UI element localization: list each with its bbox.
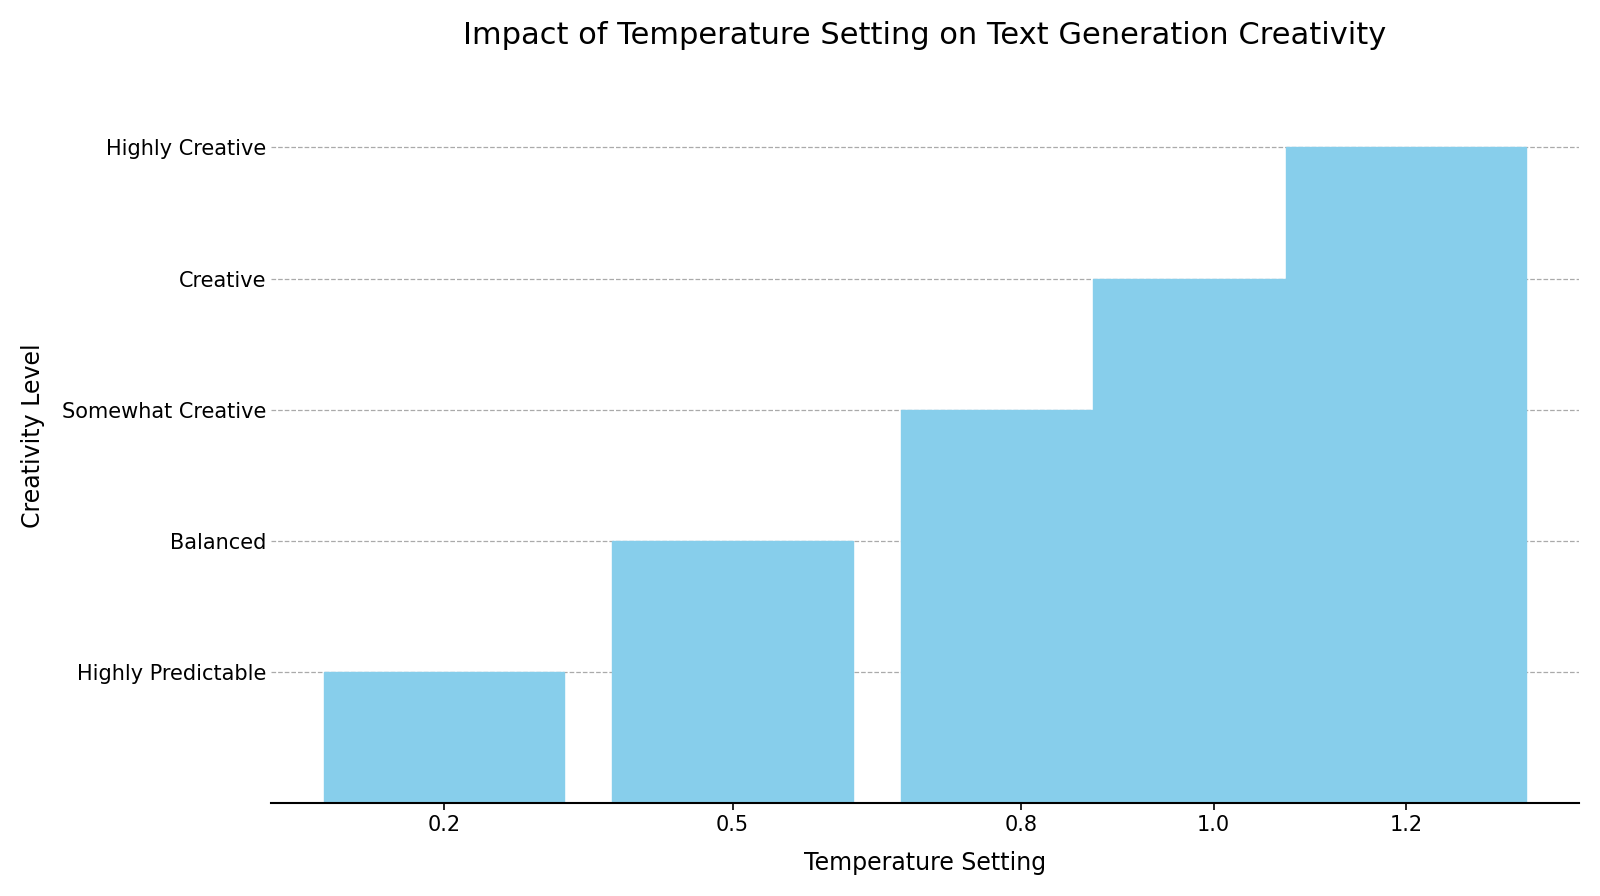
X-axis label: Temperature Setting: Temperature Setting [803, 851, 1046, 875]
Bar [1093, 279, 1334, 803]
Bar [323, 672, 565, 803]
Title: Impact of Temperature Setting on Text Generation Creativity: Impact of Temperature Setting on Text Ge… [464, 21, 1387, 50]
Y-axis label: Creativity Level: Creativity Level [21, 343, 45, 528]
Bar [1286, 148, 1526, 803]
Bar [901, 409, 1141, 803]
Bar [613, 540, 853, 803]
